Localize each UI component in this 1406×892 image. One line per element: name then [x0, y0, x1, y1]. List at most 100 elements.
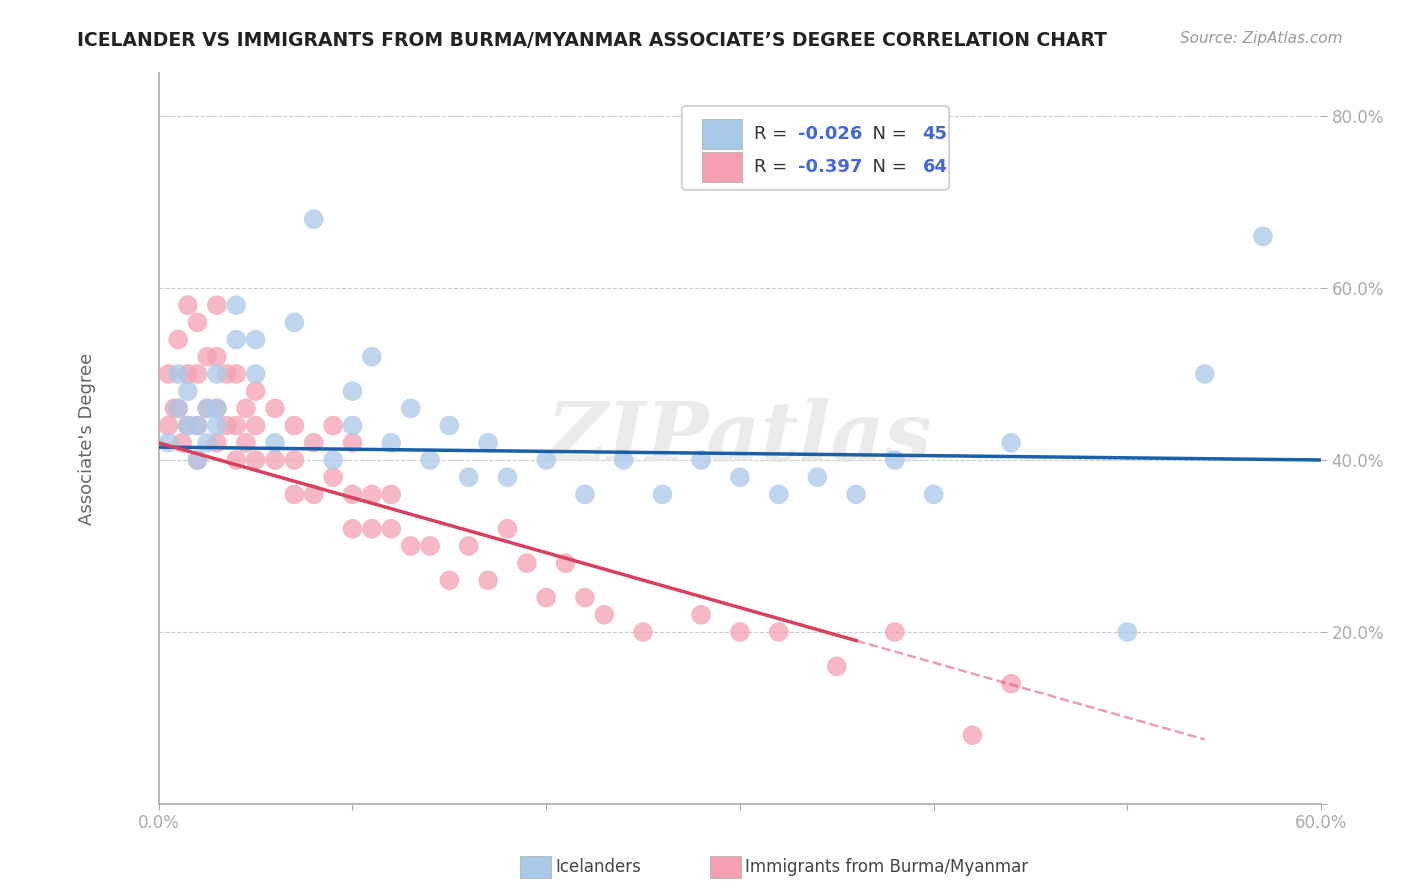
Point: [1000, 676, 1022, 690]
Point: [195, 435, 218, 450]
Point: [419, 539, 441, 553]
Point: [205, 401, 228, 416]
Point: [186, 367, 208, 381]
Point: [1000, 435, 1022, 450]
Point: [186, 418, 208, 433]
Point: [225, 298, 247, 312]
Point: [186, 453, 208, 467]
Point: [690, 453, 713, 467]
Point: [457, 470, 479, 484]
Point: [651, 487, 673, 501]
Point: [845, 487, 868, 501]
Point: [225, 333, 247, 347]
Point: [342, 435, 364, 450]
Point: [205, 298, 228, 312]
Text: Icelanders: Icelanders: [555, 858, 641, 876]
Y-axis label: Associate's Degree: Associate's Degree: [79, 352, 96, 524]
Point: [322, 470, 344, 484]
Point: [342, 418, 364, 433]
Point: [728, 470, 751, 484]
Point: [768, 487, 790, 501]
Point: [419, 453, 441, 467]
Point: [302, 435, 325, 450]
Point: [342, 384, 364, 399]
Point: [631, 625, 654, 640]
Point: [177, 418, 200, 433]
Text: Immigrants from Burma/Myanmar: Immigrants from Burma/Myanmar: [745, 858, 1028, 876]
Point: [922, 487, 945, 501]
Point: [1116, 625, 1139, 640]
Text: 64: 64: [922, 158, 948, 176]
Point: [177, 367, 200, 381]
Point: [235, 435, 257, 450]
Point: [1251, 229, 1274, 244]
Point: [177, 418, 200, 433]
Point: [167, 401, 190, 416]
Point: [322, 418, 344, 433]
Text: ZIPatlas: ZIPatlas: [547, 399, 932, 478]
Point: [225, 367, 247, 381]
Point: [283, 418, 305, 433]
Point: [215, 367, 238, 381]
Point: [186, 453, 208, 467]
Point: [322, 453, 344, 467]
Point: [457, 539, 479, 553]
Point: [302, 212, 325, 227]
Point: [883, 453, 905, 467]
FancyBboxPatch shape: [682, 106, 949, 190]
Point: [225, 418, 247, 433]
Point: [883, 625, 905, 640]
Point: [554, 556, 576, 570]
Point: [477, 435, 499, 450]
Point: [534, 453, 557, 467]
Point: [205, 418, 228, 433]
Point: [157, 367, 180, 381]
Point: [342, 522, 364, 536]
Point: [163, 401, 186, 416]
Text: N =: N =: [860, 158, 912, 176]
Point: [574, 487, 596, 501]
Point: [806, 470, 828, 484]
Bar: [702, 120, 742, 149]
Point: [205, 350, 228, 364]
Point: [167, 367, 190, 381]
Text: -0.397: -0.397: [799, 158, 862, 176]
Point: [342, 487, 364, 501]
Point: [245, 418, 267, 433]
Point: [245, 453, 267, 467]
Point: [439, 418, 461, 433]
Point: [399, 539, 422, 553]
Point: [360, 522, 382, 536]
Text: R =: R =: [754, 158, 793, 176]
Point: [167, 333, 190, 347]
Point: [186, 418, 208, 433]
Point: [195, 401, 218, 416]
Point: [245, 367, 267, 381]
Point: [593, 607, 616, 622]
Point: [690, 607, 713, 622]
Point: [195, 350, 218, 364]
Text: 45: 45: [922, 125, 948, 143]
Point: [186, 315, 208, 329]
Point: [157, 418, 180, 433]
Point: [962, 728, 984, 742]
Point: [177, 384, 200, 399]
Point: [496, 522, 519, 536]
Text: ICELANDER VS IMMIGRANTS FROM BURMA/MYANMAR ASSOCIATE’S DEGREE CORRELATION CHART: ICELANDER VS IMMIGRANTS FROM BURMA/MYANM…: [77, 31, 1108, 50]
Point: [613, 453, 636, 467]
Point: [360, 350, 382, 364]
Point: [205, 367, 228, 381]
Text: Source: ZipAtlas.com: Source: ZipAtlas.com: [1180, 31, 1343, 46]
Point: [574, 591, 596, 605]
Point: [825, 659, 848, 673]
Point: [157, 435, 180, 450]
Point: [245, 384, 267, 399]
Text: N =: N =: [860, 125, 912, 143]
Point: [768, 625, 790, 640]
Point: [235, 401, 257, 416]
Point: [170, 435, 193, 450]
Point: [534, 591, 557, 605]
Point: [439, 574, 461, 588]
Point: [302, 487, 325, 501]
Bar: [702, 153, 742, 182]
